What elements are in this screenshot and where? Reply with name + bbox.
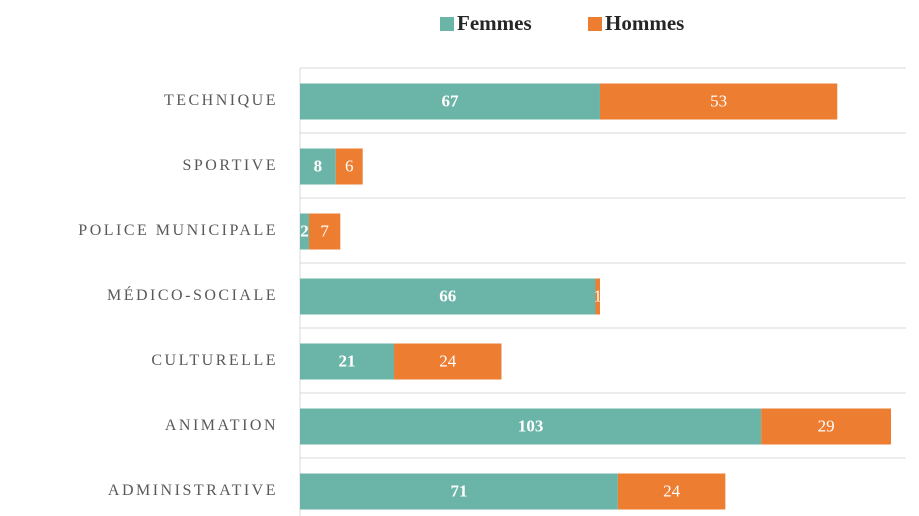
bar-segment — [617, 473, 726, 510]
category-label: ANIMATION — [165, 417, 278, 434]
data-label: 8 — [314, 156, 323, 175]
legend-swatch — [588, 17, 602, 31]
data-label: 24 — [439, 351, 457, 370]
bar-segment — [300, 83, 600, 120]
data-label: 103 — [518, 416, 544, 435]
data-label: 6 — [345, 156, 354, 175]
bar-segment — [335, 148, 363, 185]
bar-segment — [300, 278, 596, 315]
data-label: 1 — [593, 286, 602, 305]
data-label: 29 — [818, 416, 835, 435]
legend-label: Hommes — [605, 11, 684, 35]
bar-segment — [300, 213, 309, 250]
category-label: CULTURELLE — [151, 352, 278, 369]
category-label: TECHNIQUE — [164, 92, 278, 109]
bar-segment — [300, 343, 395, 380]
data-label: 53 — [710, 91, 727, 110]
category-label: ADMINISTRATIVE — [108, 482, 278, 499]
bar-segment — [761, 408, 891, 445]
data-label: 7 — [320, 221, 329, 240]
bar-segment — [595, 278, 600, 315]
data-label: 66 — [439, 286, 456, 305]
bar-segment — [394, 343, 502, 380]
data-label: 24 — [663, 481, 681, 500]
bar-segment — [300, 148, 336, 185]
legend-label: Femmes — [457, 11, 532, 35]
bar-segment — [599, 83, 838, 120]
bar-segment — [300, 473, 618, 510]
bar-segment — [300, 408, 762, 445]
category-label: POLICE MUNICIPALE — [78, 222, 278, 239]
data-label: 21 — [339, 351, 356, 370]
data-label: 67 — [441, 91, 459, 110]
bar-segment — [308, 213, 341, 250]
legend-swatch — [440, 17, 454, 31]
data-label: 71 — [450, 481, 467, 500]
data-label: 2 — [300, 221, 309, 240]
category-label: SPORTIVE — [183, 157, 279, 174]
category-label: MÉDICO-SOCIALE — [107, 285, 278, 304]
